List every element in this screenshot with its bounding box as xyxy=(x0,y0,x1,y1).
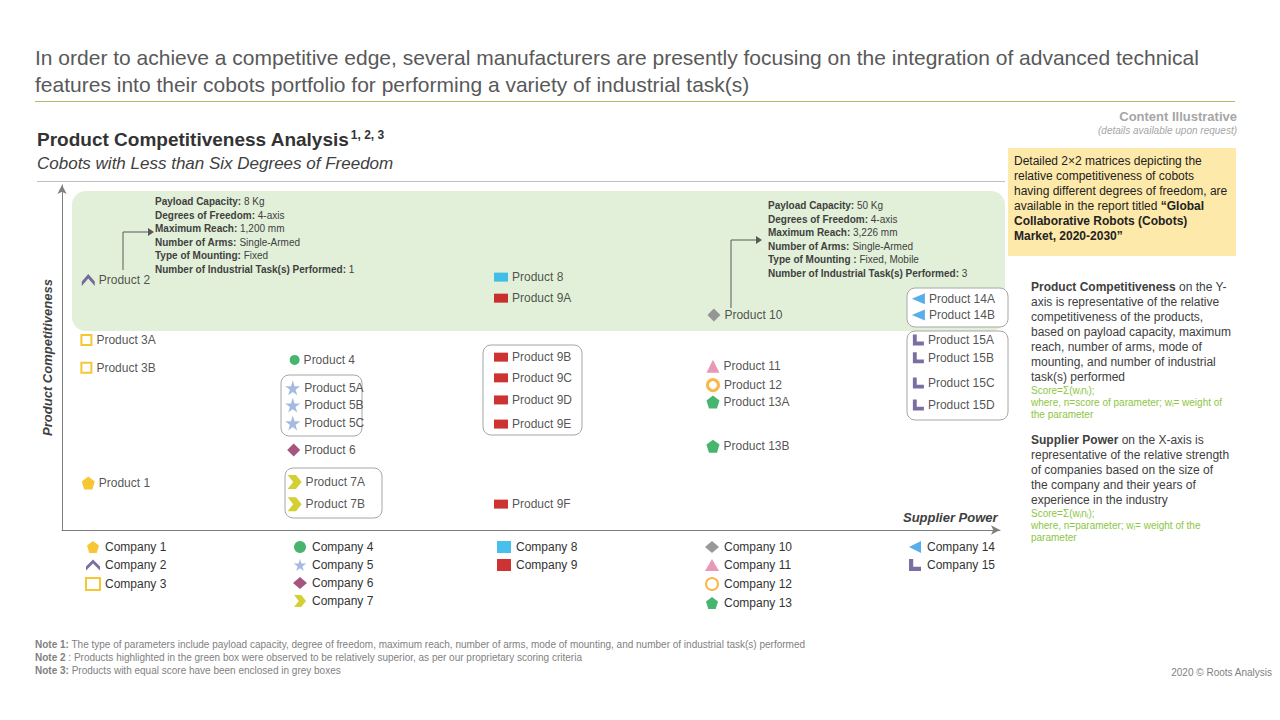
html-text:where, n=parameter; wᵢ= weight: where, n=parameter; wᵢ= weight of the pa… xyxy=(1031,520,1201,543)
svg-text:Company 13: Company 13 xyxy=(724,596,792,610)
svg-text:Product 15B: Product 15B xyxy=(928,351,994,365)
html-text:Supplier Power on the X-axis i: Supplier Power on the X-axis is represen… xyxy=(1031,433,1230,507)
svg-text:Product 3A: Product 3A xyxy=(96,333,155,347)
svg-text:Degrees of Freedom:: Degrees of Freedom: xyxy=(155,210,255,221)
svg-text:Maximum Reach:: Maximum Reach: xyxy=(155,223,237,234)
svg-text:Company 9: Company 9 xyxy=(516,558,578,572)
html-text:Score=Σ(wᵢnᵢ);: Score=Σ(wᵢnᵢ); xyxy=(1031,385,1095,396)
svg-text:Number of Industrial Task(s) P: Number of Industrial Task(s) Performed: xyxy=(768,268,959,279)
svg-text:Number of Arms:: Number of Arms: xyxy=(155,237,236,248)
svg-text:Fixed: Fixed xyxy=(241,250,268,261)
svg-text:Product 11: Product 11 xyxy=(723,359,780,373)
svg-text:Company 10: Company 10 xyxy=(724,540,792,554)
html-text:In order to achieve a competit: In order to achieve a competitive edge, … xyxy=(35,46,1199,96)
svg-text:Company 7: Company 7 xyxy=(312,594,374,608)
svg-text:3,226 mm: 3,226 mm xyxy=(850,227,897,238)
svg-text:Company 1: Company 1 xyxy=(105,540,167,554)
svg-text:Product 15D: Product 15D xyxy=(928,398,995,412)
svg-text:Single-Armed: Single-Armed xyxy=(237,237,300,248)
svg-text:Fixed, Mobile: Fixed, Mobile xyxy=(857,254,920,265)
html-text:Product Competitiveness on the: Product Competitiveness on the Y-axis is… xyxy=(1031,280,1231,384)
svg-text:Product 14B: Product 14B xyxy=(929,308,995,322)
svg-text:4-axis: 4-axis xyxy=(255,210,284,221)
html-text:where, n=score of parameter; w: where, n=score of parameter; wᵢ= weight … xyxy=(1031,397,1223,420)
svg-text:Company 14: Company 14 xyxy=(927,540,995,554)
svg-text:Product 9C: Product 9C xyxy=(512,371,572,385)
svg-text:Product 8: Product 8 xyxy=(512,270,564,284)
svg-text:4-axis: 4-axis xyxy=(868,214,897,225)
svg-text:Product 6: Product 6 xyxy=(304,443,356,457)
svg-text:Product 9A: Product 9A xyxy=(512,291,571,305)
svg-text:1: 1 xyxy=(346,264,355,275)
svg-text:Type of Mounting:: Type of Mounting: xyxy=(155,250,241,261)
svg-text:Product 14A: Product 14A xyxy=(929,292,995,306)
svg-text:Single-Armed: Single-Armed xyxy=(850,241,913,252)
html-text:(details available upon reques: (details available upon request) xyxy=(1098,125,1237,136)
svg-text:8 Kg: 8 Kg xyxy=(241,196,264,207)
svg-text:50 Kg: 50 Kg xyxy=(854,200,883,211)
svg-text:Type of Mounting :: Type of Mounting : xyxy=(768,254,857,265)
html-text:Note 1: The type of parameters: Note 1: The type of parameters include p… xyxy=(35,639,805,650)
svg-text:Product Competitiveness: Product Competitiveness xyxy=(40,279,55,436)
html-text:Note 3: Products with equal sc: Note 3: Products with equal score have b… xyxy=(35,665,341,676)
html-text:Product Competitiveness Analys: Product Competitiveness Analysis1, 2, 3 xyxy=(37,128,385,151)
svg-text:Product 2: Product 2 xyxy=(99,273,151,287)
svg-text:Company 6: Company 6 xyxy=(312,576,374,590)
svg-text:Number of Industrial Task(s) P: Number of Industrial Task(s) Performed: xyxy=(155,264,346,275)
svg-text:Company 15: Company 15 xyxy=(927,558,995,572)
svg-text:Company 8: Company 8 xyxy=(516,540,578,554)
svg-text:Company 3: Company 3 xyxy=(105,577,167,591)
svg-text:Company 11: Company 11 xyxy=(724,558,791,572)
svg-text:Degrees of Freedom:: Degrees of Freedom: xyxy=(768,214,868,225)
svg-text:1,200 mm: 1,200 mm xyxy=(237,223,284,234)
svg-text:Product 12: Product 12 xyxy=(724,378,782,392)
svg-text:Maximum Reach:: Maximum Reach: xyxy=(768,227,850,238)
svg-text:Company 12: Company 12 xyxy=(724,577,792,591)
svg-text:Product 9F: Product 9F xyxy=(512,497,571,511)
html-text:Note 2: Products highlighted i: Note 2: Products highlighted in the gree… xyxy=(35,652,582,663)
svg-text:Number of Arms:: Number of Arms: xyxy=(768,241,849,252)
svg-text:Product 3B: Product 3B xyxy=(96,361,155,375)
svg-text:Product 13A: Product 13A xyxy=(723,395,789,409)
svg-text:Product 15C: Product 15C xyxy=(928,376,995,390)
svg-text:Product 9D: Product 9D xyxy=(512,393,572,407)
html-text:Content Illustrative: Content Illustrative xyxy=(1119,109,1237,124)
svg-text:Payload Capacity:: Payload Capacity: xyxy=(768,200,854,211)
svg-text:Company 2: Company 2 xyxy=(105,558,167,572)
html-text:Score=Σ(wᵢnᵢ);: Score=Σ(wᵢnᵢ); xyxy=(1031,508,1095,519)
svg-text:Company 4: Company 4 xyxy=(312,540,374,554)
svg-text:Product 4: Product 4 xyxy=(304,353,356,367)
svg-text:Product 5A: Product 5A xyxy=(304,381,363,395)
svg-text:Product 7A: Product 7A xyxy=(306,475,365,489)
svg-text:Company 5: Company 5 xyxy=(312,558,374,572)
svg-text:Supplier Power: Supplier Power xyxy=(903,510,999,525)
html-text:2020 © Roots Analysis: 2020 © Roots Analysis xyxy=(1171,667,1272,678)
svg-text:Product 1: Product 1 xyxy=(99,476,151,490)
html-text:Cobots with Less than Six Degr: Cobots with Less than Six Degrees of Fre… xyxy=(37,154,394,173)
svg-text:Product 9E: Product 9E xyxy=(512,417,571,431)
svg-text:3: 3 xyxy=(959,268,968,279)
svg-text:Product 7B: Product 7B xyxy=(306,497,365,511)
svg-text:Payload Capacity:: Payload Capacity: xyxy=(155,196,241,207)
svg-text:Product 13B: Product 13B xyxy=(723,439,789,453)
html-text:Detailed 2×2 matrices depictin: Detailed 2×2 matrices depicting the rela… xyxy=(1014,154,1228,243)
svg-text:Product 5C: Product 5C xyxy=(304,416,364,430)
svg-text:Product 9B: Product 9B xyxy=(512,350,571,364)
svg-text:Product 15A: Product 15A xyxy=(928,333,994,347)
svg-text:Product 5B: Product 5B xyxy=(304,398,363,412)
svg-text:Product 10: Product 10 xyxy=(724,308,782,322)
